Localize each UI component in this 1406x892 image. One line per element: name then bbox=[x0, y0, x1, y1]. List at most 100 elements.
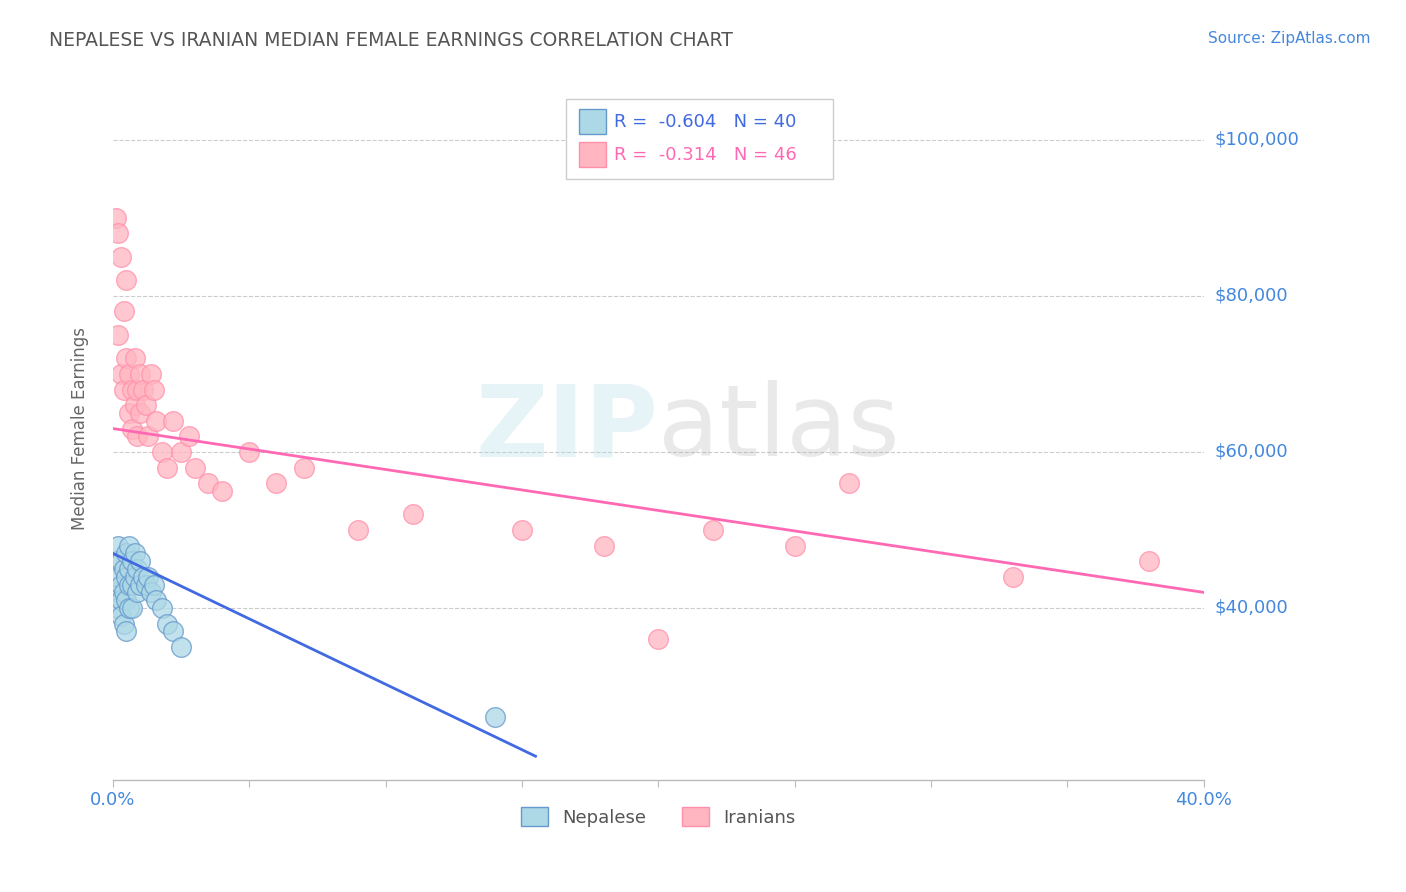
Point bbox=[129, 554, 152, 568]
Point bbox=[484, 710, 506, 724]
Text: $60,000: $60,000 bbox=[1215, 443, 1288, 461]
Point bbox=[136, 429, 159, 443]
Point bbox=[104, 211, 127, 225]
Text: R =  -0.604   N = 40: R = -0.604 N = 40 bbox=[613, 112, 796, 130]
Point bbox=[179, 429, 201, 443]
Point bbox=[115, 273, 138, 287]
Point bbox=[104, 554, 127, 568]
Point bbox=[142, 383, 165, 397]
Point bbox=[124, 570, 146, 584]
Point bbox=[1001, 570, 1024, 584]
Point bbox=[266, 476, 288, 491]
Point bbox=[238, 445, 260, 459]
Point bbox=[127, 562, 149, 576]
Point bbox=[124, 546, 146, 560]
Point bbox=[347, 523, 370, 537]
Text: R =  -0.314   N = 46: R = -0.314 N = 46 bbox=[613, 145, 796, 163]
Point bbox=[121, 554, 143, 568]
Point bbox=[129, 577, 152, 591]
Point bbox=[110, 577, 132, 591]
Point bbox=[162, 414, 184, 428]
FancyBboxPatch shape bbox=[579, 109, 606, 134]
Point bbox=[115, 593, 138, 607]
Point bbox=[135, 577, 157, 591]
Point bbox=[118, 577, 141, 591]
Point bbox=[150, 601, 173, 615]
Point bbox=[118, 562, 141, 576]
Point bbox=[112, 383, 135, 397]
Point bbox=[112, 616, 135, 631]
Point bbox=[112, 304, 135, 318]
Point bbox=[292, 460, 315, 475]
Text: Source: ZipAtlas.com: Source: ZipAtlas.com bbox=[1208, 31, 1371, 46]
FancyBboxPatch shape bbox=[579, 142, 606, 167]
Point bbox=[145, 414, 167, 428]
Point bbox=[124, 398, 146, 412]
Text: $80,000: $80,000 bbox=[1215, 287, 1288, 305]
Point bbox=[702, 523, 724, 537]
Point bbox=[104, 585, 127, 599]
Point bbox=[107, 227, 129, 241]
Point bbox=[121, 577, 143, 591]
Point bbox=[183, 460, 205, 475]
Point bbox=[118, 539, 141, 553]
Point bbox=[129, 367, 152, 381]
Point bbox=[156, 460, 179, 475]
Legend: Nepalese, Iranians: Nepalese, Iranians bbox=[513, 800, 803, 834]
Point bbox=[110, 554, 132, 568]
Point bbox=[112, 562, 135, 576]
Point bbox=[127, 429, 149, 443]
Point bbox=[112, 585, 135, 599]
Point bbox=[135, 398, 157, 412]
Point bbox=[162, 624, 184, 639]
Point bbox=[107, 570, 129, 584]
Point bbox=[142, 577, 165, 591]
Point bbox=[107, 601, 129, 615]
Point bbox=[838, 476, 860, 491]
Point bbox=[510, 523, 533, 537]
Point bbox=[211, 483, 233, 498]
Point bbox=[647, 632, 669, 647]
Point bbox=[118, 601, 141, 615]
Text: $100,000: $100,000 bbox=[1215, 131, 1299, 149]
Point bbox=[110, 593, 132, 607]
Point bbox=[124, 351, 146, 366]
Point bbox=[121, 383, 143, 397]
Point bbox=[115, 546, 138, 560]
Point bbox=[115, 570, 138, 584]
Point bbox=[139, 367, 162, 381]
Text: atlas: atlas bbox=[658, 380, 900, 477]
Point bbox=[170, 445, 193, 459]
Point bbox=[110, 367, 132, 381]
Point bbox=[110, 608, 132, 623]
Point bbox=[170, 640, 193, 654]
FancyBboxPatch shape bbox=[565, 98, 832, 179]
Point bbox=[118, 406, 141, 420]
Point bbox=[197, 476, 219, 491]
Point bbox=[132, 383, 155, 397]
Point bbox=[139, 585, 162, 599]
Point bbox=[121, 421, 143, 435]
Point bbox=[121, 601, 143, 615]
Point bbox=[1137, 554, 1160, 568]
Y-axis label: Median Female Earnings: Median Female Earnings bbox=[72, 327, 89, 530]
Point bbox=[127, 585, 149, 599]
Point bbox=[592, 539, 614, 553]
Point bbox=[129, 406, 152, 420]
Point bbox=[127, 383, 149, 397]
Point bbox=[115, 351, 138, 366]
Text: $40,000: $40,000 bbox=[1215, 599, 1288, 617]
Point bbox=[136, 570, 159, 584]
Point bbox=[107, 539, 129, 553]
Point bbox=[110, 250, 132, 264]
Point bbox=[402, 508, 425, 522]
Point bbox=[107, 327, 129, 342]
Point bbox=[145, 593, 167, 607]
Point bbox=[118, 367, 141, 381]
Point bbox=[150, 445, 173, 459]
Text: ZIP: ZIP bbox=[475, 380, 658, 477]
Text: NEPALESE VS IRANIAN MEDIAN FEMALE EARNINGS CORRELATION CHART: NEPALESE VS IRANIAN MEDIAN FEMALE EARNIN… bbox=[49, 31, 733, 50]
Point bbox=[132, 570, 155, 584]
Point bbox=[115, 624, 138, 639]
Point bbox=[156, 616, 179, 631]
